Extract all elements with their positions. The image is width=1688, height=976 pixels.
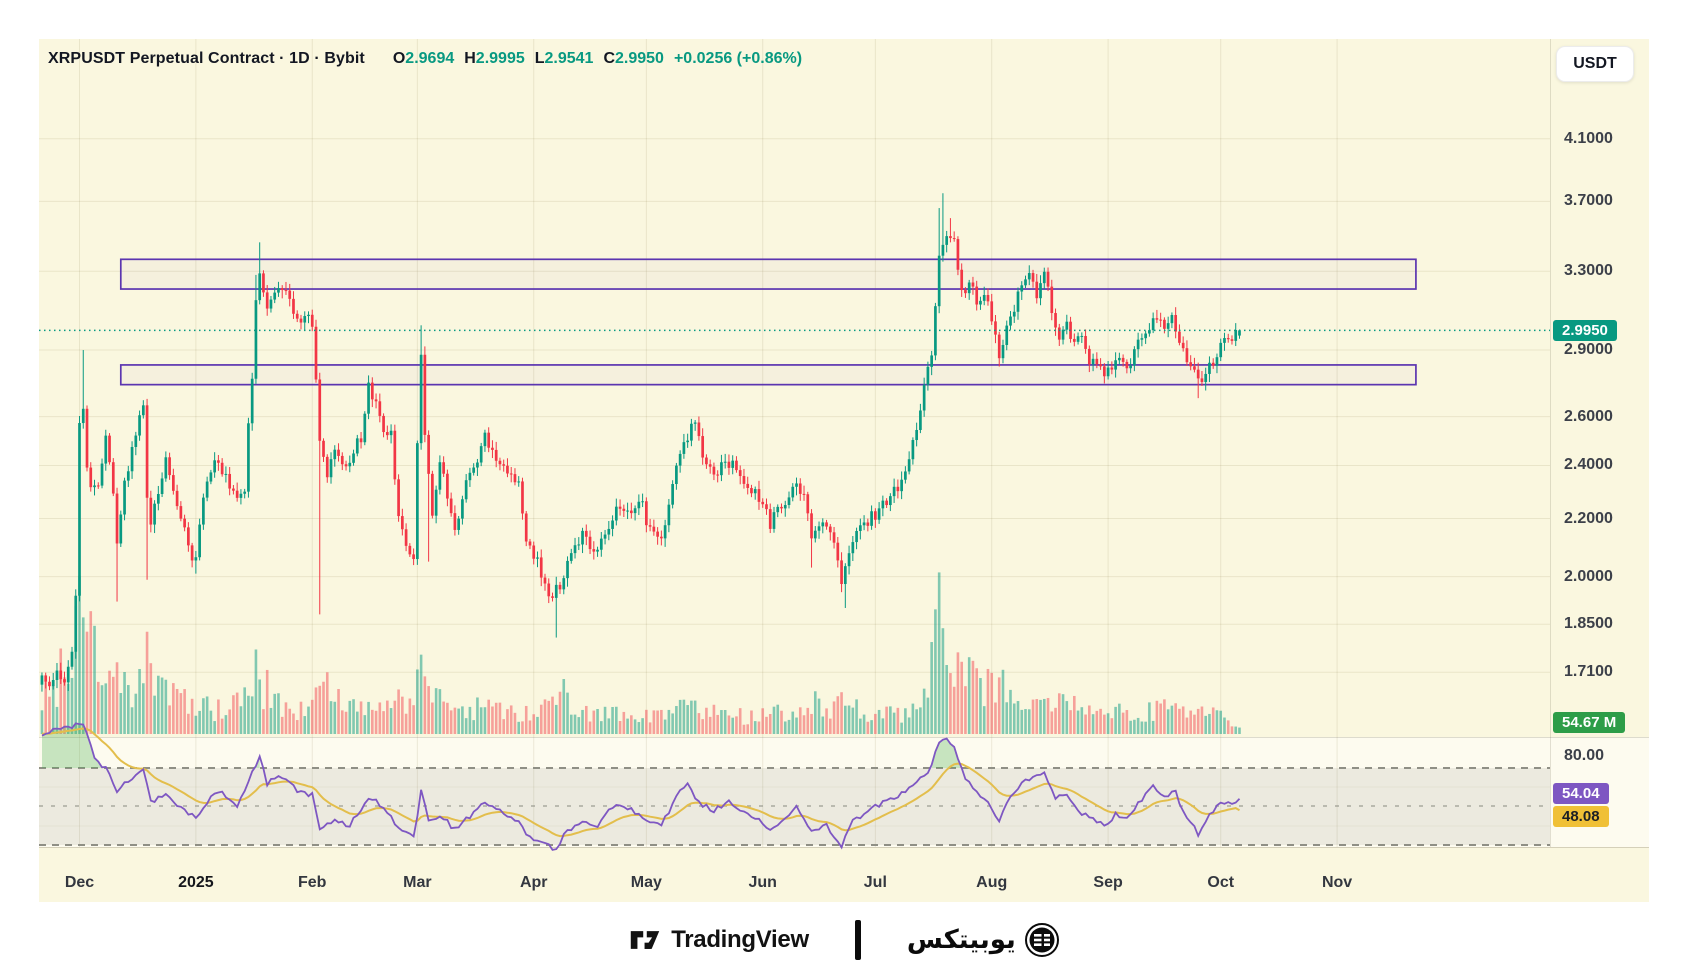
partner-logo[interactable]: يوبيتكس (906, 922, 1059, 957)
time-tick-label: 2025 (178, 874, 214, 891)
open-value: 2.9694 (405, 50, 455, 67)
price-tick-label: 2.6000 (1564, 407, 1613, 425)
chart-legend: XRPUSDT Perpetual Contract · 1D · Bybit O… (48, 50, 802, 72)
close-label: C (603, 50, 616, 67)
time-tick-label: Aug (976, 874, 1008, 891)
close-value: 2.9950 (615, 50, 664, 67)
rsi-value-badge: 54.04 (1553, 783, 1609, 804)
price-tick-label: 1.8500 (1564, 615, 1613, 633)
rsi-ma-value-badge: 48.08 (1553, 806, 1609, 827)
price-tick-label: 2.9000 (1564, 341, 1613, 359)
last-price-badge: 2.9950 (1553, 319, 1617, 341)
price-tick-label: 3.7000 (1564, 192, 1613, 210)
time-tick-label: Jul (863, 874, 887, 891)
tradingview-logo[interactable]: TradingView (629, 924, 809, 956)
tradingview-wordmark: TradingView (671, 925, 809, 953)
time-tick-label: Jun (748, 874, 777, 891)
price-tick-label: 2.0000 (1564, 567, 1613, 585)
time-tick-label: Oct (1207, 874, 1235, 891)
rsi-pane[interactable] (39, 737, 1649, 847)
time-tick-label: Apr (519, 874, 548, 891)
open-label: O (392, 50, 406, 67)
zone-layer (119, 258, 1417, 386)
price-axis-border (1550, 39, 1551, 847)
footer-bar: TradingView يوبيتكس (0, 903, 1688, 976)
high-value: 2.9995 (475, 50, 525, 67)
time-tick-label: May (630, 874, 662, 891)
demand-zone[interactable] (119, 364, 1417, 386)
price-tick-label: 2.2000 (1564, 509, 1613, 527)
ohlc-values: O2.9694 H2.9995 L2.9541 C2.9950 +0.0256 (+0.… (383, 50, 802, 67)
volume-badge: 54.67 M (1553, 712, 1626, 733)
supply-zone[interactable] (119, 258, 1417, 290)
candlestick-layer (40, 193, 1241, 692)
price-tick-label: 4.1000 (1564, 129, 1613, 147)
time-tick-label: Sep (1093, 874, 1123, 891)
time-tick-label: Feb (298, 874, 327, 891)
price-tick-label: 3.3000 (1564, 262, 1613, 280)
rsi-overbought-fill (42, 723, 962, 768)
footer-divider (854, 919, 861, 960)
rsi-line (41, 722, 1241, 851)
price-tick-label: 1.7100 (1564, 663, 1613, 681)
change-value: +0.0256 (+0.86%) (673, 50, 803, 67)
volume-layer (40, 572, 1241, 734)
low-label: L (534, 50, 545, 67)
currency-toggle-button[interactable]: USDT (1556, 46, 1634, 82)
time-tick-label: Mar (403, 874, 432, 891)
symbol-title: XRPUSDT Perpetual Contract · 1D · Bybit (48, 50, 365, 67)
low-value: 2.9541 (544, 50, 594, 67)
rsi-scale-label: 80.00 (1564, 747, 1605, 764)
partner-wordmark: يوبيتكس (906, 924, 1016, 955)
pane-separator[interactable] (39, 737, 1649, 738)
tradingview-icon (630, 930, 660, 949)
time-tick-label: Dec (64, 874, 95, 891)
price-tick-label: 2.4000 (1564, 456, 1613, 474)
time-tick-label: Nov (1321, 874, 1353, 891)
high-label: H (464, 50, 476, 67)
grid-layer (39, 39, 1550, 847)
partner-icon (1024, 922, 1059, 957)
time-axis-separator (39, 847, 1649, 848)
